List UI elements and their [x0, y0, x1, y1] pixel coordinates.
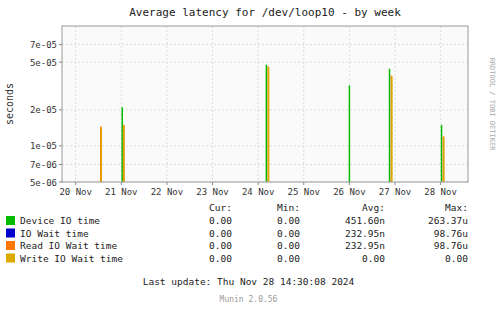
spike: [389, 69, 391, 182]
tick-label: 24 Nov: [242, 187, 275, 197]
legend-value: 0.00: [209, 253, 232, 264]
plot-area: [62, 26, 468, 182]
grid-line: [62, 44, 468, 45]
spike: [349, 85, 351, 182]
legend-value: 0.00: [277, 240, 300, 251]
title: Average latency for /dev/loop10 - by wee…: [129, 6, 401, 19]
legend-swatch: [6, 241, 15, 250]
grid-line: [121, 26, 122, 182]
tick-label: 1e-05: [30, 141, 57, 151]
legend-value: 0.00: [209, 215, 232, 226]
chart: Average latency for /dev/loop10 - by wee…: [0, 0, 497, 311]
grid-line: [395, 26, 396, 182]
grid-line: [62, 62, 468, 63]
legend-header: Avg:: [362, 202, 385, 213]
legend-swatch: [6, 229, 15, 238]
legend-value: 451.60n: [345, 215, 385, 226]
tick-label: 7e-06: [30, 160, 57, 170]
spike: [441, 125, 443, 182]
tick-label: 5e-06: [30, 178, 57, 188]
tick-label: 23 Nov: [196, 187, 229, 197]
legend-value: 263.37u: [428, 215, 468, 226]
tick-label: 26 Nov: [333, 187, 366, 197]
legend-label: Read IO Wait time: [20, 240, 118, 251]
grid-line: [166, 26, 167, 182]
spike: [100, 128, 102, 182]
series: [122, 65, 441, 182]
tick-label: 20 Nov: [59, 187, 92, 197]
legend-header: Max:: [445, 202, 468, 213]
legend-value: 98.76u: [434, 240, 468, 251]
grid-line: [75, 26, 76, 182]
spike: [267, 66, 269, 182]
legend-value: 0.00: [445, 253, 468, 264]
spike: [100, 127, 102, 182]
legend-value: 0.00: [277, 228, 300, 239]
legend-value: 0.00: [362, 253, 385, 264]
axis-label: seconds: [4, 83, 15, 125]
grid-line: [212, 26, 213, 182]
spike: [121, 107, 123, 182]
spike: [391, 76, 393, 182]
spike: [443, 137, 445, 182]
grid-line: [303, 26, 304, 182]
tick-label: 28 Nov: [424, 187, 457, 197]
side-label: RRDTOOL / TOBI OETIKER: [488, 58, 496, 152]
marks: [101, 65, 444, 182]
legend-header: Min:: [277, 202, 300, 213]
tick-label: 7e-05: [30, 40, 57, 50]
series: [101, 66, 444, 182]
legend-value: 0.00: [277, 253, 300, 264]
spike: [268, 67, 270, 182]
legend-label: Device IO time: [20, 215, 100, 226]
tick-label: 22 Nov: [151, 187, 184, 197]
grid-line: [258, 26, 259, 182]
grid-line: [349, 26, 350, 182]
legend-value: 98.76u: [434, 228, 468, 239]
tick-label: 27 Nov: [379, 187, 412, 197]
legend-header: Cur:: [209, 202, 232, 213]
tick-label: 2e-05: [30, 105, 57, 115]
spike: [443, 136, 445, 182]
legend-value: 0.00: [277, 215, 300, 226]
tick-label: 5e-05: [30, 58, 57, 68]
spike: [391, 76, 393, 182]
legend-label: IO Wait time: [20, 228, 89, 239]
spike: [123, 125, 125, 182]
grid: [62, 26, 468, 182]
credit: Munin 2.0.56: [220, 295, 278, 304]
plot-frame: [62, 26, 468, 182]
legend-value: 0.00: [209, 228, 232, 239]
legend-value: 0.00: [209, 240, 232, 251]
spike: [123, 125, 125, 182]
spike: [266, 65, 268, 182]
legend-value: 232.95n: [345, 228, 385, 239]
tick-label: 25 Nov: [288, 187, 321, 197]
footer: Last update: Thu Nov 28 14:30:08 2024: [143, 276, 355, 287]
tick-label: 21 Nov: [105, 187, 138, 197]
legend-swatch: [6, 254, 15, 263]
series: [101, 67, 444, 182]
legend-swatch: [6, 216, 15, 225]
legend-value: 232.95n: [345, 240, 385, 251]
legend-label: Write IO Wait time: [20, 253, 123, 264]
grid-line: [440, 26, 441, 182]
